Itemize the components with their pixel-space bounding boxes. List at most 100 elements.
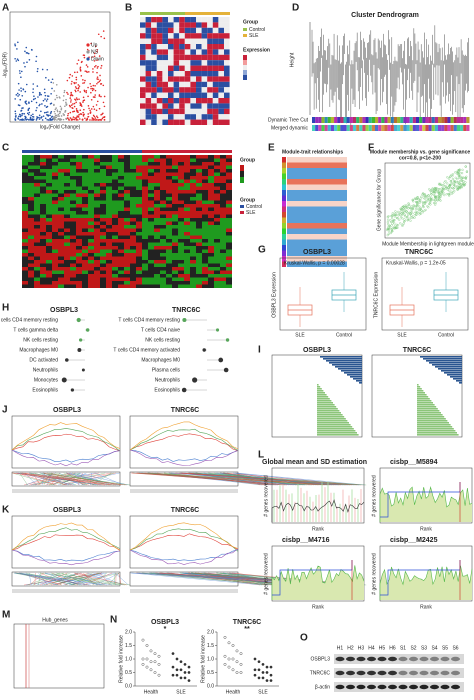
- shape: [40, 183, 46, 187]
- dot: [43, 88, 46, 91]
- shape: [100, 169, 106, 173]
- band: [346, 656, 355, 662]
- shape: [212, 44, 219, 50]
- shape: [207, 44, 213, 50]
- dot: [80, 105, 83, 107]
- dot: [416, 205, 419, 208]
- shape: [425, 125, 429, 131]
- shape: [184, 253, 190, 257]
- shape: [173, 27, 180, 34]
- shape: [100, 246, 106, 250]
- shape: [166, 246, 172, 250]
- dot: [175, 668, 179, 672]
- dot: [227, 657, 231, 661]
- shape: [184, 284, 190, 288]
- dot: [440, 190, 443, 193]
- shape: [287, 234, 347, 240]
- dot: [63, 113, 66, 116]
- shape: [124, 162, 130, 166]
- line: [55, 572, 131, 586]
- shape: [214, 274, 220, 278]
- shape: [52, 179, 58, 183]
- shape: [52, 218, 58, 222]
- shape: [166, 155, 172, 159]
- shape: [166, 267, 172, 271]
- shape: [419, 125, 423, 131]
- shape: [40, 190, 46, 194]
- dot: [55, 94, 58, 97]
- shape: [76, 193, 82, 197]
- shape: [94, 281, 100, 285]
- shape: [46, 200, 52, 204]
- dot: [423, 197, 426, 200]
- shape: [214, 228, 220, 232]
- shape: [172, 284, 178, 288]
- dot: [67, 93, 69, 95]
- shape: [28, 281, 34, 285]
- shape: [202, 165, 208, 169]
- shape: [136, 218, 142, 222]
- shape: [196, 27, 202, 34]
- shape: [184, 81, 191, 88]
- dot: [412, 215, 415, 218]
- shape: [368, 117, 372, 123]
- dot: [72, 103, 74, 105]
- shape: [196, 260, 202, 264]
- shape: [196, 38, 202, 44]
- shape: [226, 267, 232, 271]
- shape: [417, 404, 435, 406]
- shape: [212, 33, 219, 39]
- shape: [190, 169, 196, 173]
- shape: [202, 190, 208, 194]
- dot: [77, 89, 79, 92]
- shape: [112, 256, 118, 260]
- dot: [102, 116, 105, 119]
- shape: [154, 267, 160, 271]
- dot: [23, 62, 25, 64]
- shape: [112, 281, 118, 285]
- dot: [401, 212, 405, 215]
- label: 1.0: [207, 656, 214, 662]
- shape: [196, 103, 202, 109]
- dot: [443, 193, 446, 197]
- shape: [151, 108, 157, 115]
- shape: [218, 119, 224, 125]
- dot: [440, 190, 444, 193]
- shape: [142, 176, 148, 180]
- dot: [98, 80, 101, 83]
- shape: [453, 378, 462, 380]
- dot: [73, 118, 76, 121]
- shape: [190, 225, 196, 229]
- shape: [34, 190, 40, 194]
- shape: [218, 114, 224, 120]
- dot: [21, 118, 24, 121]
- shape: [124, 186, 130, 190]
- shape: [317, 432, 357, 434]
- shape: [212, 98, 219, 104]
- line: [179, 572, 289, 586]
- shape: [207, 54, 213, 61]
- dot: [65, 103, 68, 106]
- shape: [190, 162, 196, 166]
- dot: [70, 83, 73, 85]
- shape: [190, 256, 196, 260]
- dot: [100, 67, 102, 69]
- shape: [466, 125, 470, 131]
- shape: [46, 260, 52, 264]
- shape: [166, 221, 172, 225]
- shape: [208, 183, 214, 187]
- dot: [445, 193, 448, 196]
- shape: [166, 274, 172, 278]
- label: E: [268, 143, 275, 154]
- dot: [437, 191, 441, 194]
- shape: [100, 165, 106, 169]
- shape: [100, 207, 106, 211]
- dot: [422, 196, 425, 199]
- shape: [70, 228, 76, 232]
- shape: [207, 60, 213, 66]
- shape: [326, 360, 362, 362]
- shape: [58, 225, 64, 229]
- shape: [70, 155, 76, 159]
- shape: [184, 221, 190, 225]
- shape: [184, 270, 190, 274]
